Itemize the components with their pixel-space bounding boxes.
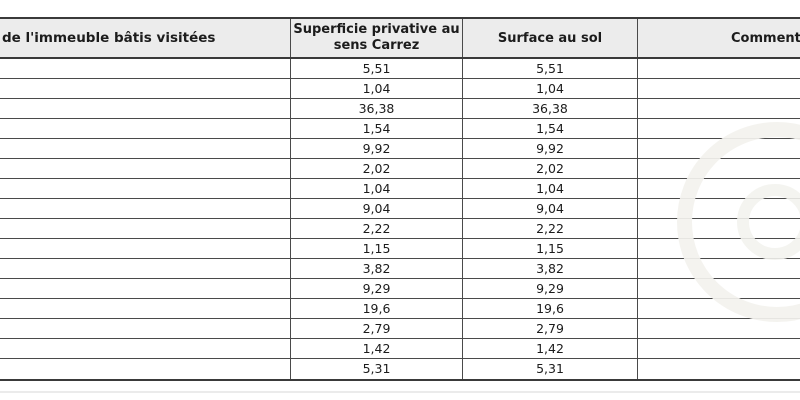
cell-parties-empty [0, 279, 290, 298]
cell-commentaires-empty [637, 79, 800, 98]
table-row: 36,38 36,38 [0, 99, 800, 119]
cell-commentaires-empty [637, 319, 800, 338]
table-row: 1,04 1,04 [0, 179, 800, 199]
cell-parties-empty [0, 219, 290, 238]
cell-parties-empty [0, 259, 290, 278]
cell-surface-au-sol: 5,31 [462, 359, 637, 379]
table-row: 1,04 1,04 [0, 79, 800, 99]
column-header-superficie-carrez-line2: sens Carrez [333, 38, 420, 53]
cell-superficie-carrez: 1,15 [290, 239, 462, 258]
cell-commentaires-empty [637, 99, 800, 118]
cell-superficie-carrez: 1,42 [290, 339, 462, 358]
table-row: 2,22 2,22 [0, 219, 800, 239]
cell-surface-au-sol: 2,79 [462, 319, 637, 338]
table-header-row: de l'immeuble bâtis visitées Superficie … [0, 19, 800, 59]
cell-surface-au-sol: 2,22 [462, 219, 637, 238]
cell-superficie-carrez: 9,92 [290, 139, 462, 158]
cell-superficie-carrez: 5,51 [290, 59, 462, 78]
cell-surface-au-sol: 9,04 [462, 199, 637, 218]
cell-parties-empty [0, 99, 290, 118]
cell-commentaires-empty [637, 159, 800, 178]
cell-surface-au-sol: 9,29 [462, 279, 637, 298]
cell-parties-empty [0, 79, 290, 98]
table-row: 5,31 5,31 [0, 359, 800, 379]
cell-parties-empty [0, 319, 290, 338]
cell-superficie-carrez: 2,79 [290, 319, 462, 338]
cell-surface-au-sol: 19,6 [462, 299, 637, 318]
cell-surface-au-sol: 5,51 [462, 59, 637, 78]
cell-commentaires-empty [637, 179, 800, 198]
cell-commentaires-empty [637, 219, 800, 238]
cell-superficie-carrez: 1,04 [290, 79, 462, 98]
cell-parties-empty [0, 119, 290, 138]
cell-parties-empty [0, 179, 290, 198]
cell-superficie-carrez: 2,02 [290, 159, 462, 178]
table-row: 1,54 1,54 [0, 119, 800, 139]
cell-parties-empty [0, 59, 290, 78]
cell-parties-empty [0, 139, 290, 158]
cell-commentaires-empty [637, 359, 800, 379]
cell-superficie-carrez: 9,04 [290, 199, 462, 218]
cell-parties-empty [0, 159, 290, 178]
cell-parties-empty [0, 239, 290, 258]
cell-commentaires-empty [637, 119, 800, 138]
table-row: 2,79 2,79 [0, 319, 800, 339]
cell-commentaires-empty [637, 299, 800, 318]
column-header-surface-au-sol: Surface au sol [462, 19, 637, 57]
table-row: 19,6 19,6 [0, 299, 800, 319]
cell-superficie-carrez: 1,04 [290, 179, 462, 198]
cell-surface-au-sol: 36,38 [462, 99, 637, 118]
table-row: 9,04 9,04 [0, 199, 800, 219]
cell-surface-au-sol: 1,15 [462, 239, 637, 258]
cell-commentaires-empty [637, 259, 800, 278]
cell-surface-au-sol: 2,02 [462, 159, 637, 178]
measurement-table: de l'immeuble bâtis visitées Superficie … [0, 17, 800, 381]
column-header-superficie-carrez-line1: Superficie privative au [293, 22, 460, 37]
cell-parties-empty [0, 299, 290, 318]
cell-commentaires-empty [637, 239, 800, 258]
cell-parties-empty [0, 359, 290, 379]
cell-superficie-carrez: 19,6 [290, 299, 462, 318]
cell-surface-au-sol: 1,54 [462, 119, 637, 138]
table-row: 1,42 1,42 [0, 339, 800, 359]
cell-surface-au-sol: 1,04 [462, 179, 637, 198]
cell-commentaires-empty [637, 199, 800, 218]
cell-superficie-carrez: 36,38 [290, 99, 462, 118]
cell-surface-au-sol: 1,04 [462, 79, 637, 98]
column-header-parties-immeuble: de l'immeuble bâtis visitées [2, 30, 216, 46]
cell-surface-au-sol: 9,92 [462, 139, 637, 158]
cell-superficie-carrez: 9,29 [290, 279, 462, 298]
cell-superficie-carrez: 5,31 [290, 359, 462, 379]
table-row: 9,92 9,92 [0, 139, 800, 159]
cell-surface-au-sol: 1,42 [462, 339, 637, 358]
cell-surface-au-sol: 3,82 [462, 259, 637, 278]
table-row: 3,82 3,82 [0, 259, 800, 279]
cell-parties-empty [0, 339, 290, 358]
column-header-superficie-carrez: Superficie privative au sens Carrez [290, 19, 462, 57]
cell-commentaires-empty [637, 279, 800, 298]
cell-commentaires-empty [637, 59, 800, 78]
cell-commentaires-empty [637, 339, 800, 358]
table-row: 1,15 1,15 [0, 239, 800, 259]
table-row: 2,02 2,02 [0, 159, 800, 179]
cell-superficie-carrez: 2,22 [290, 219, 462, 238]
page-edge-line [0, 391, 800, 393]
table-row: 9,29 9,29 [0, 279, 800, 299]
cell-commentaires-empty [637, 139, 800, 158]
cell-parties-empty [0, 199, 290, 218]
table-body: 5,51 5,51 1,04 1,04 36,38 36,38 1,54 1,5… [0, 59, 800, 379]
table-row: 5,51 5,51 [0, 59, 800, 79]
cell-superficie-carrez: 3,82 [290, 259, 462, 278]
cell-superficie-carrez: 1,54 [290, 119, 462, 138]
column-header-commentaires: Comment [637, 19, 800, 57]
